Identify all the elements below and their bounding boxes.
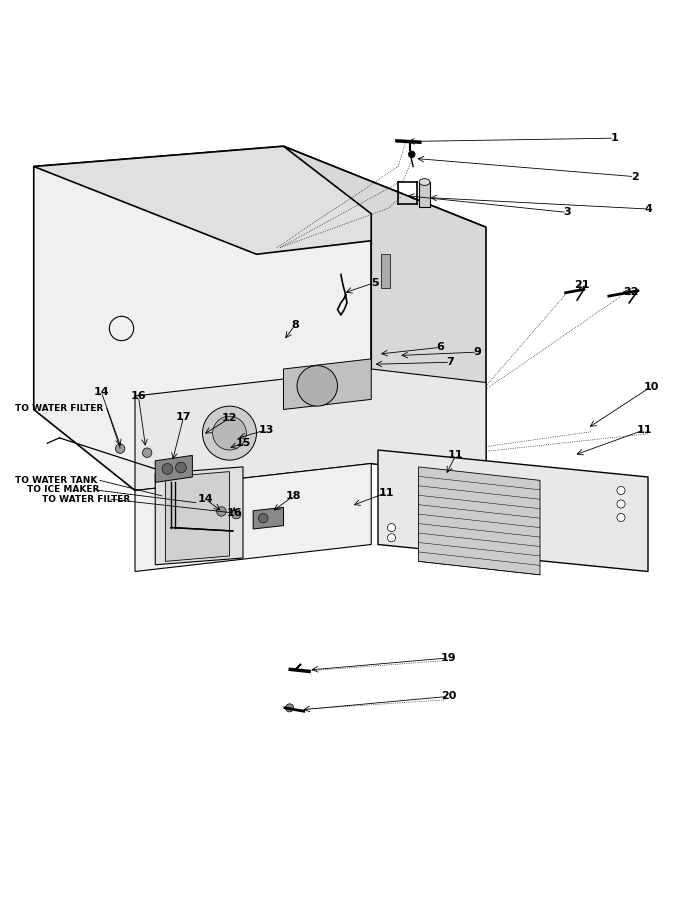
Circle shape [115, 444, 125, 454]
Polygon shape [253, 508, 284, 529]
Circle shape [213, 416, 246, 450]
Text: TO WATER TANK: TO WATER TANK [15, 476, 97, 485]
Text: 22: 22 [624, 287, 639, 297]
Circle shape [387, 534, 396, 542]
Ellipse shape [419, 178, 430, 185]
Polygon shape [135, 464, 371, 572]
Text: 2: 2 [630, 172, 639, 182]
Text: 6: 6 [436, 342, 444, 353]
Circle shape [617, 500, 625, 508]
Polygon shape [135, 369, 486, 491]
Text: 11: 11 [379, 488, 394, 498]
Text: 15: 15 [236, 438, 250, 448]
Text: 14: 14 [198, 494, 214, 504]
Text: 19: 19 [441, 652, 457, 663]
Polygon shape [419, 182, 430, 207]
Text: TO ICE MAKER: TO ICE MAKER [27, 485, 99, 494]
Text: 10: 10 [644, 382, 659, 392]
Circle shape [408, 151, 415, 158]
Text: 7: 7 [446, 357, 454, 367]
Circle shape [162, 464, 173, 474]
Circle shape [259, 513, 268, 523]
Text: 16: 16 [226, 508, 242, 518]
Circle shape [176, 463, 186, 473]
Text: 5: 5 [371, 277, 379, 288]
Polygon shape [155, 467, 243, 565]
Text: 20: 20 [441, 691, 456, 701]
Polygon shape [284, 146, 486, 477]
Text: 11: 11 [448, 450, 463, 461]
Text: 4: 4 [644, 204, 652, 214]
Polygon shape [155, 455, 192, 482]
Circle shape [142, 448, 152, 457]
Polygon shape [381, 254, 390, 288]
Text: 21: 21 [574, 280, 589, 291]
Circle shape [617, 486, 625, 495]
Circle shape [617, 513, 625, 522]
Text: 17: 17 [176, 412, 191, 422]
Text: 18: 18 [286, 491, 301, 501]
Text: 1: 1 [610, 133, 618, 143]
Circle shape [387, 524, 396, 532]
Text: 14: 14 [93, 387, 109, 397]
Text: 8: 8 [291, 320, 299, 330]
Text: 13: 13 [259, 425, 274, 435]
Text: TO WATER FILTER: TO WATER FILTER [15, 403, 103, 412]
Circle shape [232, 509, 241, 518]
Polygon shape [165, 472, 230, 562]
Text: 16: 16 [130, 391, 146, 401]
Circle shape [286, 704, 294, 712]
Polygon shape [378, 450, 648, 572]
Text: TO WATER FILTER: TO WATER FILTER [42, 495, 130, 504]
Circle shape [297, 365, 338, 406]
Polygon shape [34, 146, 371, 490]
Circle shape [202, 406, 256, 460]
Text: 11: 11 [637, 425, 652, 435]
Polygon shape [284, 359, 371, 410]
Polygon shape [34, 146, 486, 254]
Polygon shape [418, 467, 540, 575]
Text: 3: 3 [563, 207, 571, 218]
Text: 12: 12 [222, 413, 237, 423]
Circle shape [217, 507, 226, 517]
Text: 9: 9 [473, 347, 481, 357]
